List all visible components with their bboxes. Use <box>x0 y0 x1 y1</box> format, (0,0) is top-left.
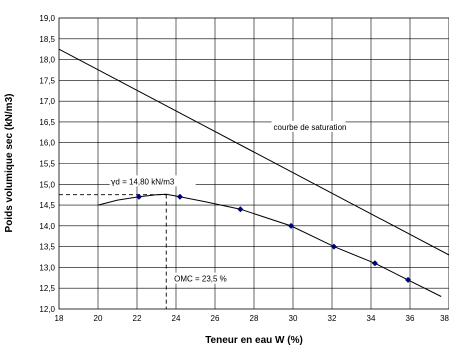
data-point-marker <box>237 206 244 213</box>
y-tick-label: 14,0 <box>39 222 55 231</box>
x-tick-label: 20 <box>94 314 103 323</box>
y-axis-title: Poids volumique sec (kN/m3) <box>4 94 15 233</box>
y-tick-label: 17,5 <box>39 76 55 85</box>
omc-label-bg <box>172 272 231 284</box>
x-tick-label: 24 <box>172 314 181 323</box>
y-tick-label: 18,0 <box>39 56 55 65</box>
saturation-label: courbe de saturation <box>274 123 347 132</box>
x-axis-title: Teneur en eau W (%) <box>205 335 303 346</box>
data-point-marker <box>176 193 183 200</box>
y-tick-label: 12,5 <box>39 284 55 293</box>
y-tick-label: 17,0 <box>39 97 55 106</box>
x-tick-label: 30 <box>289 314 298 323</box>
data-point-marker <box>288 222 295 229</box>
x-tick-label: 28 <box>250 314 259 323</box>
x-tick-label: 22 <box>133 314 142 323</box>
gamma-text: d = 14,80 kN/m3 <box>115 177 174 186</box>
y-tick-label: 15,0 <box>39 180 55 189</box>
x-tick-label: 36 <box>406 314 415 323</box>
x-tick-label: 34 <box>367 314 376 323</box>
data-point-marker <box>330 243 337 250</box>
gamma-symbol: γ <box>111 177 116 186</box>
y-tick-label: 15,5 <box>39 160 55 169</box>
data-markers <box>135 193 412 283</box>
x-tick-label: 38 <box>440 314 449 323</box>
omc-label: OMC = 23,5 % <box>174 275 227 284</box>
data-point-marker <box>371 260 378 267</box>
gamma-label: γd = 14,80 kN/m3 <box>111 177 175 186</box>
y-tick-label: 18,5 <box>39 35 55 44</box>
y-tick-label: 14,5 <box>39 201 55 210</box>
y-tick-label: 16,5 <box>39 118 55 127</box>
x-axis-ticks: 18 20 22 24 26 28 30 32 34 36 38 <box>55 314 449 323</box>
x-tick-label: 32 <box>328 314 337 323</box>
saturation-label-bg <box>271 120 346 132</box>
x-tick-label: 18 <box>55 314 64 323</box>
y-axis-ticks: 12,0 12,5 13,0 13,5 14,0 14,5 15,0 15,5 16,0 16,5… <box>39 14 55 314</box>
x-tick-label: 26 <box>211 314 220 323</box>
y-tick-label: 19,0 <box>39 14 55 23</box>
annotations: courbe de saturation γd = 14,80 kN/m3 OMC … <box>109 120 347 284</box>
grid-lines <box>59 18 449 309</box>
y-tick-label: 16,0 <box>39 139 55 148</box>
y-tick-label: 13,5 <box>39 243 55 252</box>
y-tick-label: 12,0 <box>39 305 55 314</box>
data-point-marker <box>405 276 412 283</box>
y-tick-label: 13,0 <box>39 263 55 272</box>
data-point-marker <box>135 193 142 200</box>
gamma-label-bg <box>109 175 196 187</box>
saturation-line <box>58 48 449 256</box>
reference-lines <box>59 194 167 309</box>
